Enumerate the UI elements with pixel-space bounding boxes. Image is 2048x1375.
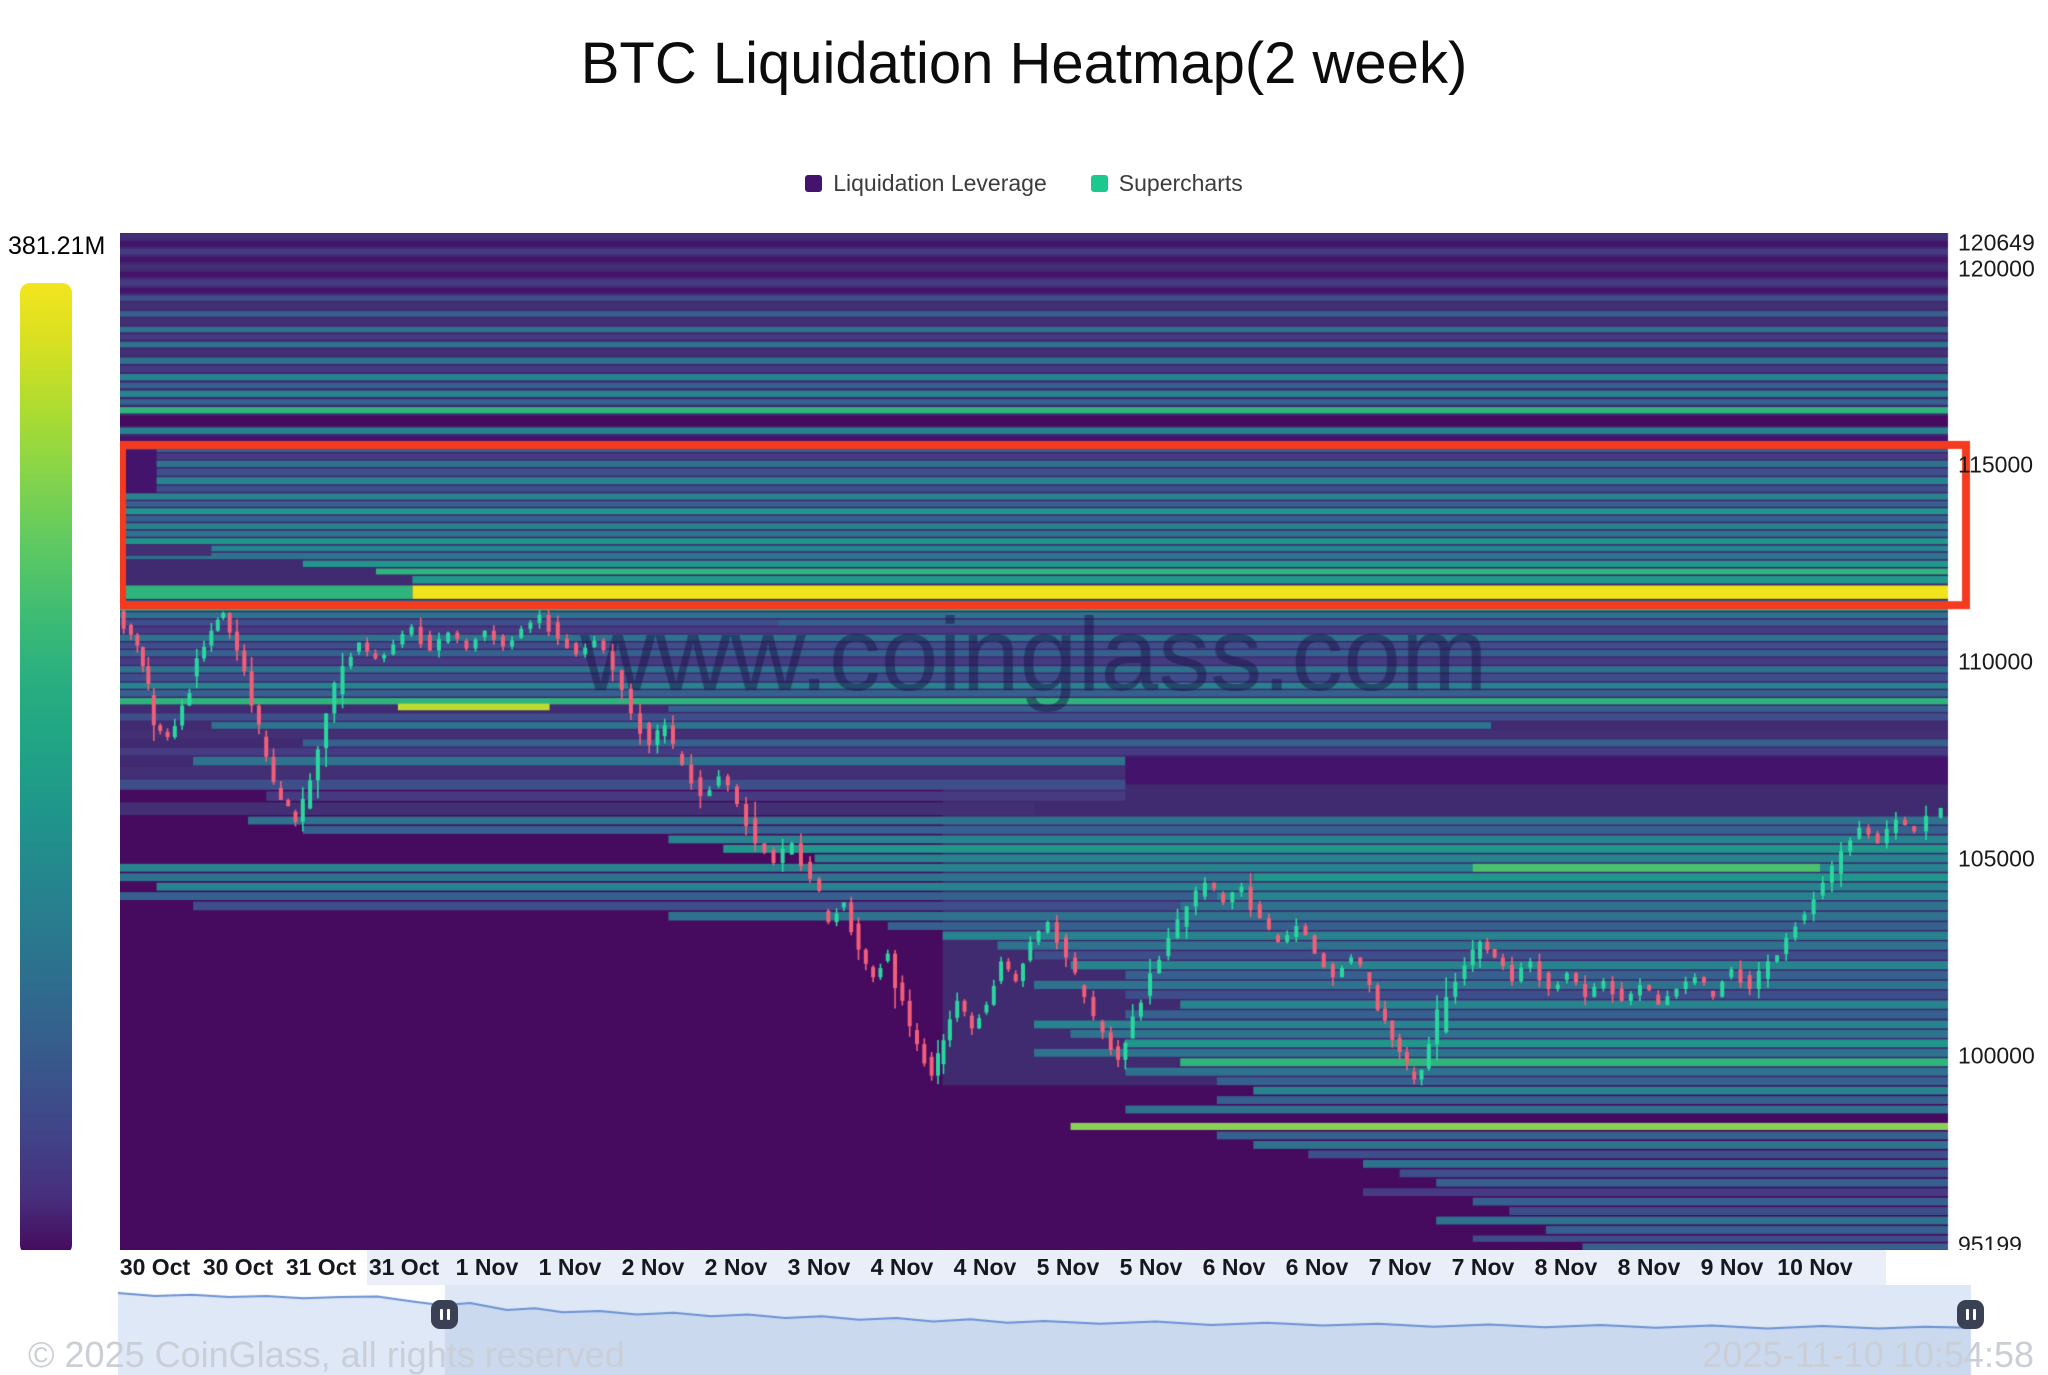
legend-label: Supercharts bbox=[1118, 170, 1243, 196]
x-axis-label: 6 Nov bbox=[1285, 1254, 1349, 1280]
y-axis-label: 110000 bbox=[1958, 648, 2034, 675]
x-axis-label: 1 Nov bbox=[538, 1254, 602, 1280]
x-axis-label: 1 Nov bbox=[455, 1254, 519, 1280]
x-axis-label: 5 Nov bbox=[1119, 1254, 1183, 1280]
copyright-text: © 2025 CoinGlass, all rights reserved bbox=[28, 1334, 625, 1375]
x-axis-label: 2 Nov bbox=[621, 1254, 685, 1280]
x-axis-highlight-band bbox=[367, 1250, 1886, 1285]
supercharts-swatch-icon bbox=[1090, 175, 1108, 192]
y-axis-label: 100000 bbox=[1958, 1042, 2035, 1069]
x-axis-label: 4 Nov bbox=[953, 1254, 1017, 1280]
x-axis-label: 6 Nov bbox=[1202, 1254, 1266, 1280]
colorbar-max-label: 381.21M bbox=[8, 232, 106, 260]
liquidation-heatmap-canvas[interactable] bbox=[120, 233, 1972, 1258]
x-axis-label: 7 Nov bbox=[1368, 1254, 1432, 1280]
page-title: BTC Liquidation Heatmap(2 week) bbox=[580, 31, 1468, 96]
y-axis-label: 115000 bbox=[1958, 451, 2034, 478]
x-axis-label: 30 Oct bbox=[202, 1254, 274, 1280]
legend: Liquidation Leverage Supercharts bbox=[0, 170, 2048, 197]
x-axis: 30 Oct 30 Oct 31 Oct 31 Oct 1 Nov 1 Nov 2 Nov 2… bbox=[0, 1250, 2048, 1285]
legend-item-supercharts[interactable]: Supercharts bbox=[1090, 170, 1243, 197]
x-axis-label: 31 Oct bbox=[368, 1254, 440, 1280]
x-axis-label: 9 Nov bbox=[1700, 1254, 1764, 1280]
timeline-navigator[interactable] bbox=[0, 1285, 2048, 1375]
x-axis-label: 30 Oct bbox=[119, 1254, 191, 1280]
y-axis-label: 120649 bbox=[1958, 229, 2035, 256]
x-axis-label: 31 Oct bbox=[285, 1254, 357, 1280]
x-axis-label: 2 Nov bbox=[704, 1254, 768, 1280]
y-axis-label: 120000 bbox=[1958, 255, 2035, 282]
x-axis-label: 4 Nov bbox=[870, 1254, 934, 1280]
x-axis-label: 10 Nov bbox=[1777, 1254, 1853, 1280]
y-axis-label: 105000 bbox=[1958, 845, 2035, 872]
liquidation-leverage-swatch-icon bbox=[805, 175, 823, 192]
legend-label: Liquidation Leverage bbox=[833, 170, 1047, 196]
y-axis: 120649 120000 115000 110000 105000 100000 9519… bbox=[1958, 0, 2048, 1375]
x-axis-label: 5 Nov bbox=[1036, 1254, 1100, 1280]
navigator-right-pause-handle[interactable] bbox=[1957, 1300, 1984, 1329]
x-axis-label: 8 Nov bbox=[1617, 1254, 1681, 1280]
legend-item-liquidation-leverage[interactable]: Liquidation Leverage bbox=[805, 170, 1047, 197]
x-axis-label: 3 Nov bbox=[787, 1254, 851, 1280]
x-axis-label: 7 Nov bbox=[1451, 1254, 1515, 1280]
navigator-left-pause-handle[interactable] bbox=[431, 1300, 458, 1329]
timestamp-text: 2025-11-10 10:54:58 bbox=[1702, 1334, 2034, 1375]
x-axis-label: 8 Nov bbox=[1534, 1254, 1598, 1280]
colorbar-gradient bbox=[20, 283, 72, 1255]
